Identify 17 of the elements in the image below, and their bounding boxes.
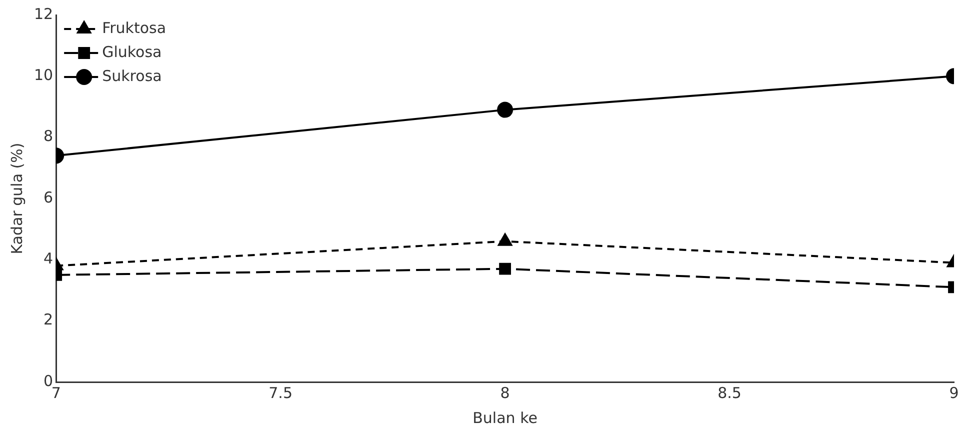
x-tick-label: 8 xyxy=(500,384,510,402)
y-tick-label: 6 xyxy=(44,188,54,206)
y-axis-title: Kadar gula (%) xyxy=(8,142,26,254)
legend-label: Fruktosa xyxy=(102,18,166,37)
x-axis-title: Bulan ke xyxy=(472,408,538,427)
x-tick-label: 9 xyxy=(949,384,959,402)
y-tick-label: 10 xyxy=(34,66,54,84)
legend-label: Sukrosa xyxy=(102,66,162,85)
y-tick-label: 0 xyxy=(44,372,54,390)
x-tick-label: 8.5 xyxy=(718,384,742,402)
y-tick-label: 8 xyxy=(44,127,54,146)
x-tick-label: 7.5 xyxy=(268,384,292,402)
y-tick-label: 4 xyxy=(44,250,54,268)
legend-label: Glukosa xyxy=(102,42,162,61)
y-tick-label: 2 xyxy=(44,310,54,329)
x-tick-label: 7 xyxy=(51,384,61,402)
y-tick-label: 12 xyxy=(34,4,54,23)
